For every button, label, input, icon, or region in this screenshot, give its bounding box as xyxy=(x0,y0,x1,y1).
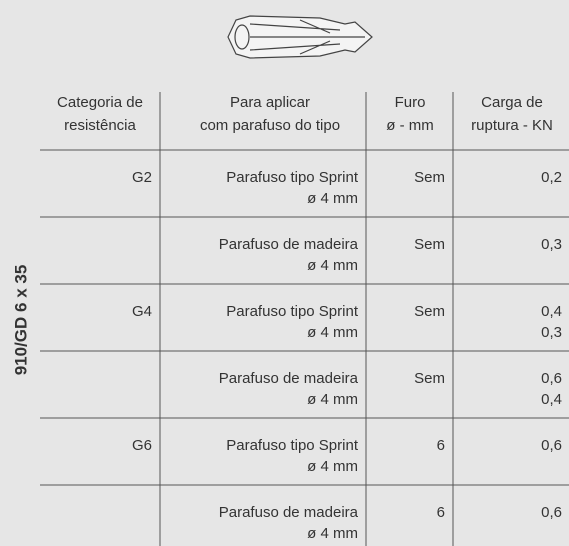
header-text: Categoria de xyxy=(57,94,143,111)
hole: 6 xyxy=(437,437,445,454)
load: 0,2 xyxy=(541,169,562,186)
load: 0,6 xyxy=(541,504,562,521)
screw-type: ø 4 mm xyxy=(307,391,358,408)
table: Categoria de resistência Para aplicar com p… xyxy=(40,92,569,546)
hole: 6 xyxy=(437,504,445,521)
load: 0,3 xyxy=(541,236,562,253)
screw-type: ø 4 mm xyxy=(307,525,358,542)
screw-type: ø 4 mm xyxy=(307,458,358,475)
load: 0,4 xyxy=(541,391,562,408)
load: 0,4 xyxy=(541,303,562,320)
screw-type: Parafuso tipo Sprint xyxy=(226,169,359,186)
load: 0,3 xyxy=(541,324,562,341)
screw-type: Parafuso de madeira xyxy=(219,236,359,253)
header-text: ruptura - KN xyxy=(471,117,553,134)
category: G2 xyxy=(132,169,152,186)
screw-type: ø 4 mm xyxy=(307,324,358,341)
category: G6 xyxy=(132,437,152,454)
screw-type: Parafuso tipo Sprint xyxy=(226,437,359,454)
screw-type: ø 4 mm xyxy=(307,190,358,207)
side-label: 910/GD 6 x 35 xyxy=(11,265,30,376)
header-text: ø - mm xyxy=(386,117,433,134)
hole: Sem xyxy=(414,370,445,387)
header-text: resistência xyxy=(64,117,136,134)
load: 0,6 xyxy=(541,370,562,387)
header-text: com parafuso do tipo xyxy=(200,117,340,134)
header-text: Para aplicar xyxy=(230,94,310,111)
screw-type: ø 4 mm xyxy=(307,257,358,274)
load: 0,6 xyxy=(541,437,562,454)
header-text: Carga de xyxy=(481,94,543,111)
anchor-icon xyxy=(227,15,373,59)
screw-type: Parafuso tipo Sprint xyxy=(226,303,359,320)
screw-type: Parafuso de madeira xyxy=(219,504,359,521)
category: G4 xyxy=(132,303,152,320)
screw-type: Parafuso de madeira xyxy=(219,370,359,387)
hole: Sem xyxy=(414,169,445,186)
hole: Sem xyxy=(414,236,445,253)
header-text: Furo xyxy=(395,94,426,111)
hole: Sem xyxy=(414,303,445,320)
